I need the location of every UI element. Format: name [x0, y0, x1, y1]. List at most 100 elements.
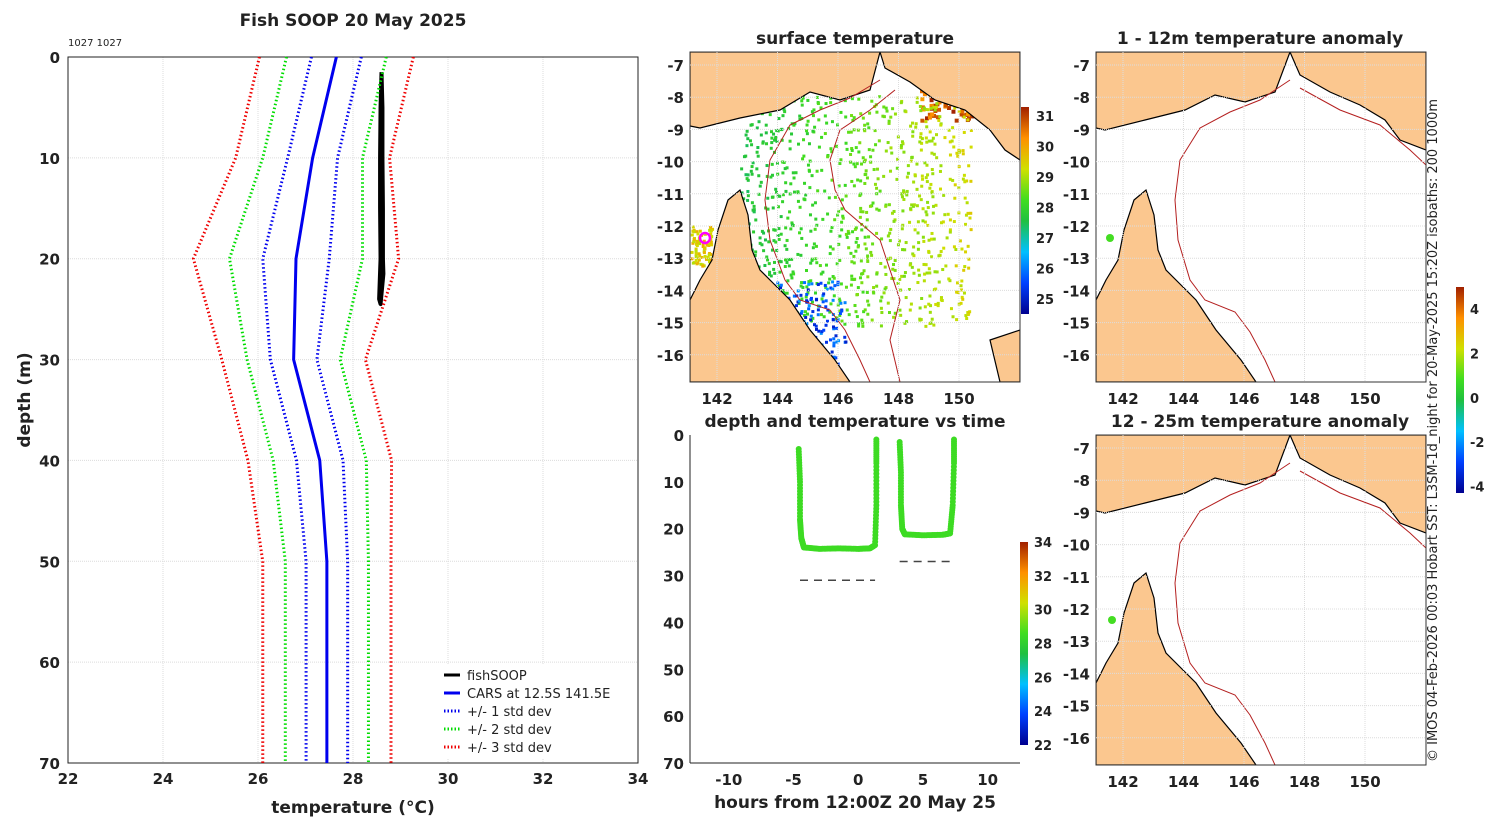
sst-cell — [818, 264, 822, 268]
sst-cell — [837, 297, 841, 301]
sst-cell — [905, 320, 909, 324]
sst-cell — [778, 194, 782, 198]
sst-cell — [884, 149, 888, 153]
sst-cell — [817, 118, 821, 122]
sst-cell — [709, 225, 713, 229]
sst-cell — [790, 276, 794, 280]
sst-cell — [788, 147, 792, 151]
sst-cell — [932, 204, 936, 208]
sst-cell — [932, 237, 936, 241]
sst-cell — [916, 281, 920, 285]
sst-cell — [881, 114, 885, 118]
sst-cell — [935, 105, 939, 109]
sst-cell — [778, 270, 782, 274]
sst-cell — [902, 191, 906, 195]
sst-cell — [930, 237, 934, 241]
anomaly-12-25m-ticks: 142 144 146 148 150 -7 -8 -9 -10 -11 -12 -13 -14 -15 -… — [1063, 435, 1426, 791]
sst-cell — [893, 218, 897, 222]
sst-cell — [830, 150, 834, 154]
sst-cell — [825, 121, 829, 125]
sst-cell — [792, 272, 796, 276]
sst-cell — [871, 148, 875, 152]
longitude-label: 148 — [1289, 390, 1320, 408]
sst-cell — [875, 167, 879, 171]
sst-cell — [781, 114, 785, 118]
sst-cell — [887, 203, 891, 207]
sst-cell — [766, 258, 770, 262]
sst-cell — [956, 154, 960, 158]
sst-cell — [877, 139, 881, 143]
sst-cell — [832, 337, 836, 341]
time-scatter-points — [795, 436, 957, 582]
sst-cell — [814, 324, 818, 328]
sst-cell — [692, 237, 696, 241]
sst-cell — [936, 301, 940, 305]
sst-cell — [769, 130, 773, 134]
x-tick-label: -5 — [785, 771, 802, 789]
sst-cell — [909, 159, 913, 163]
sst-cell — [792, 294, 796, 298]
sst-cell — [884, 106, 888, 110]
longitude-label: 142 — [1107, 390, 1138, 408]
sst-cell — [758, 241, 762, 245]
sst-cell — [962, 291, 966, 295]
sst-cell — [960, 247, 964, 251]
sst-cell — [968, 216, 972, 220]
sst-cell — [776, 281, 780, 285]
sst-cell — [783, 167, 787, 171]
sst-cell — [822, 315, 826, 319]
sst-cell — [882, 174, 886, 178]
sst-cell — [857, 322, 861, 326]
sst-cell — [901, 223, 905, 227]
sst-cell — [922, 106, 926, 110]
sst-cell — [912, 203, 916, 207]
sst-cell — [837, 209, 841, 213]
sst-cell — [758, 184, 762, 188]
sst-cell — [844, 340, 848, 344]
sst-cell — [779, 215, 783, 219]
sst-cell — [805, 269, 809, 273]
isobath-1000-line — [1299, 470, 1426, 549]
sst-cell — [767, 240, 771, 244]
sst-cell — [951, 126, 955, 130]
sst-cell — [707, 253, 711, 257]
sst-cell — [710, 243, 714, 247]
sst-cell — [695, 262, 699, 266]
sst-cell — [961, 297, 965, 301]
sst-cell — [930, 112, 935, 117]
cape-york-land — [1096, 571, 1257, 765]
sst-cell — [854, 249, 858, 253]
legend-box — [438, 665, 634, 759]
sst-cell — [953, 183, 957, 187]
sst-cell — [791, 270, 795, 274]
sst-cell — [760, 243, 764, 247]
sst-cell — [845, 147, 849, 151]
fishsoop-trace — [377, 72, 386, 307]
sst-cell — [902, 197, 906, 201]
sst-cell — [887, 121, 891, 125]
sst-cell — [966, 244, 970, 248]
colorbar-tick-label: 26 — [1036, 262, 1054, 277]
sst-cell — [827, 281, 831, 285]
sst-cell — [938, 253, 942, 257]
sst-cell — [792, 190, 796, 194]
x-tick-label: 5 — [918, 771, 928, 789]
sst-cell — [833, 284, 837, 288]
sst-cell — [814, 244, 818, 248]
sst-cell — [784, 226, 788, 230]
longitude-label: 144 — [1168, 390, 1199, 408]
latitude-label: -7 — [667, 57, 684, 75]
sst-cell — [821, 270, 825, 274]
sst-cell — [746, 189, 750, 193]
sst-cell — [900, 227, 904, 231]
sst-cell — [930, 139, 934, 143]
sst-cell — [847, 246, 851, 250]
sst-cell — [800, 116, 804, 120]
sst-cell — [811, 203, 815, 207]
sst-cell — [926, 108, 930, 112]
sst-cell — [824, 299, 828, 303]
sst-cell — [820, 330, 824, 334]
sst-cell — [948, 177, 952, 181]
sst-cell — [929, 106, 933, 110]
sst-cell — [808, 186, 812, 190]
